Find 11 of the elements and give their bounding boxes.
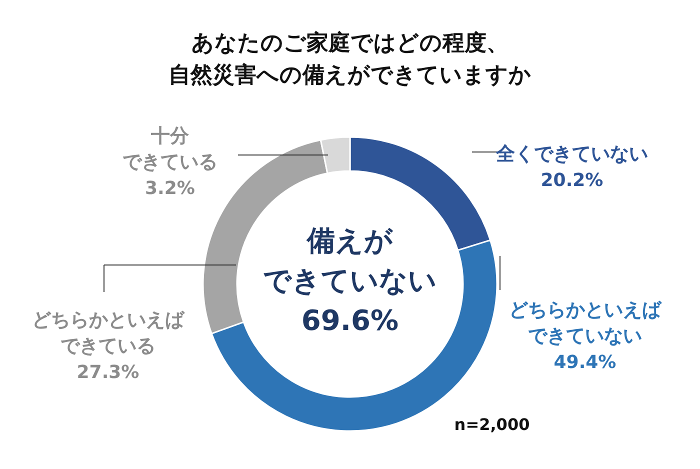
slice-label: どちらかといえばできていない bbox=[509, 299, 662, 347]
data-label: 20.2% bbox=[540, 170, 604, 191]
data-label: 49.4% bbox=[554, 352, 616, 373]
text: 備えができていない69.6% bbox=[263, 224, 437, 337]
data-label: 3.2% bbox=[145, 178, 195, 199]
slice-label: どちらかといえばできている bbox=[32, 309, 185, 357]
chart-title: あなたのご家庭ではどの程度、自然災害への備えができていますか bbox=[168, 30, 532, 88]
data-label: 27.3% bbox=[76, 362, 140, 383]
slice-label: 十分できている bbox=[122, 125, 218, 173]
slice-label: 全くできていない bbox=[495, 143, 648, 165]
text: n=2,000 bbox=[454, 415, 530, 434]
